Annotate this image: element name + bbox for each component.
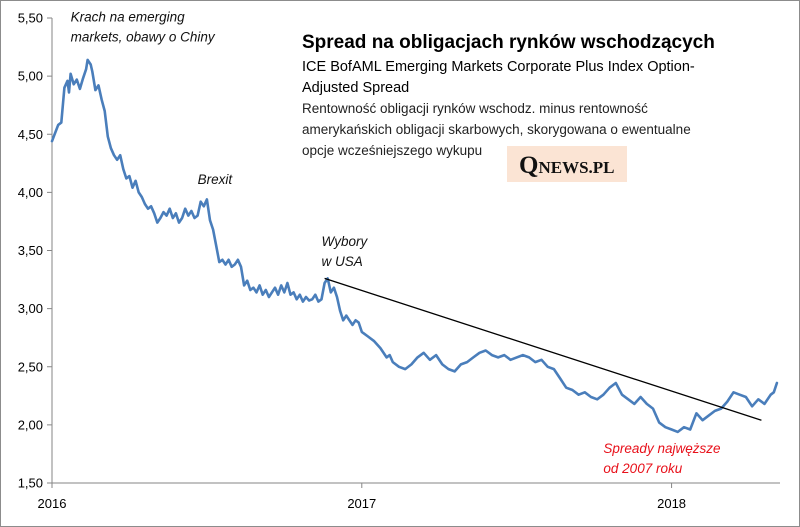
- x-tick-label: 2018: [657, 496, 686, 511]
- x-ticks: 2016 2017 2018: [38, 483, 686, 511]
- y-tick-label: 5,00: [18, 69, 43, 84]
- x-tick-label: 2016: [38, 496, 67, 511]
- y-tick-label: 4,00: [18, 185, 43, 200]
- logo-text: QNEWS.PL: [519, 152, 615, 179]
- chart-subtitle-line-2: Adjusted Spread: [302, 80, 409, 96]
- y-ticks: 1,50 2,00 2,50 3,00 3,50 4,00 4,50 5,00 5,50: [18, 11, 52, 491]
- chart-description-line-1: Rentowność obligacji rynków wschodz. min…: [302, 101, 648, 116]
- annotation-2-line-1: w USA: [322, 254, 363, 269]
- chart-title: Spread na obligacjach rynków wschodzącyc…: [302, 32, 715, 53]
- qnews-logo: QNEWS.PL: [507, 146, 627, 182]
- logo-background: [507, 146, 627, 182]
- annotation-2-line-0: Wybory: [322, 234, 369, 249]
- y-tick-label: 4,50: [18, 127, 43, 142]
- y-tick-label: 2,50: [18, 359, 43, 374]
- y-tick-label: 5,50: [18, 11, 43, 26]
- y-tick-label: 1,50: [18, 476, 43, 491]
- chart-description-line-2: amerykańskich obligacji skarbowych, skor…: [302, 122, 691, 137]
- annotations: Krach na emerging markets, obawy o Chiny B…: [71, 9, 721, 475]
- chart-subtitle-line-1: ICE BofAML Emerging Markets Corporate Pl…: [302, 59, 695, 75]
- y-tick-label: 2,00: [18, 417, 43, 432]
- chart-description-line-3: opcje wcześniejszego wykupu: [302, 143, 482, 158]
- y-tick-label: 3,00: [18, 301, 43, 316]
- trend-line: [324, 277, 762, 421]
- x-tick-label: 2017: [347, 496, 376, 511]
- annotation-0-line-1: markets, obawy o Chiny: [71, 29, 216, 44]
- annotation-0-line-0: Krach na emerging: [71, 9, 186, 24]
- spread-series-line: [50, 58, 779, 434]
- annotation-3-line-1: od 2007 roku: [603, 461, 682, 476]
- y-tick-label: 3,50: [18, 243, 43, 258]
- annotation-3-line-0: Spready najwęższe: [603, 441, 720, 456]
- annotation-1-line-0: Brexit: [198, 172, 234, 187]
